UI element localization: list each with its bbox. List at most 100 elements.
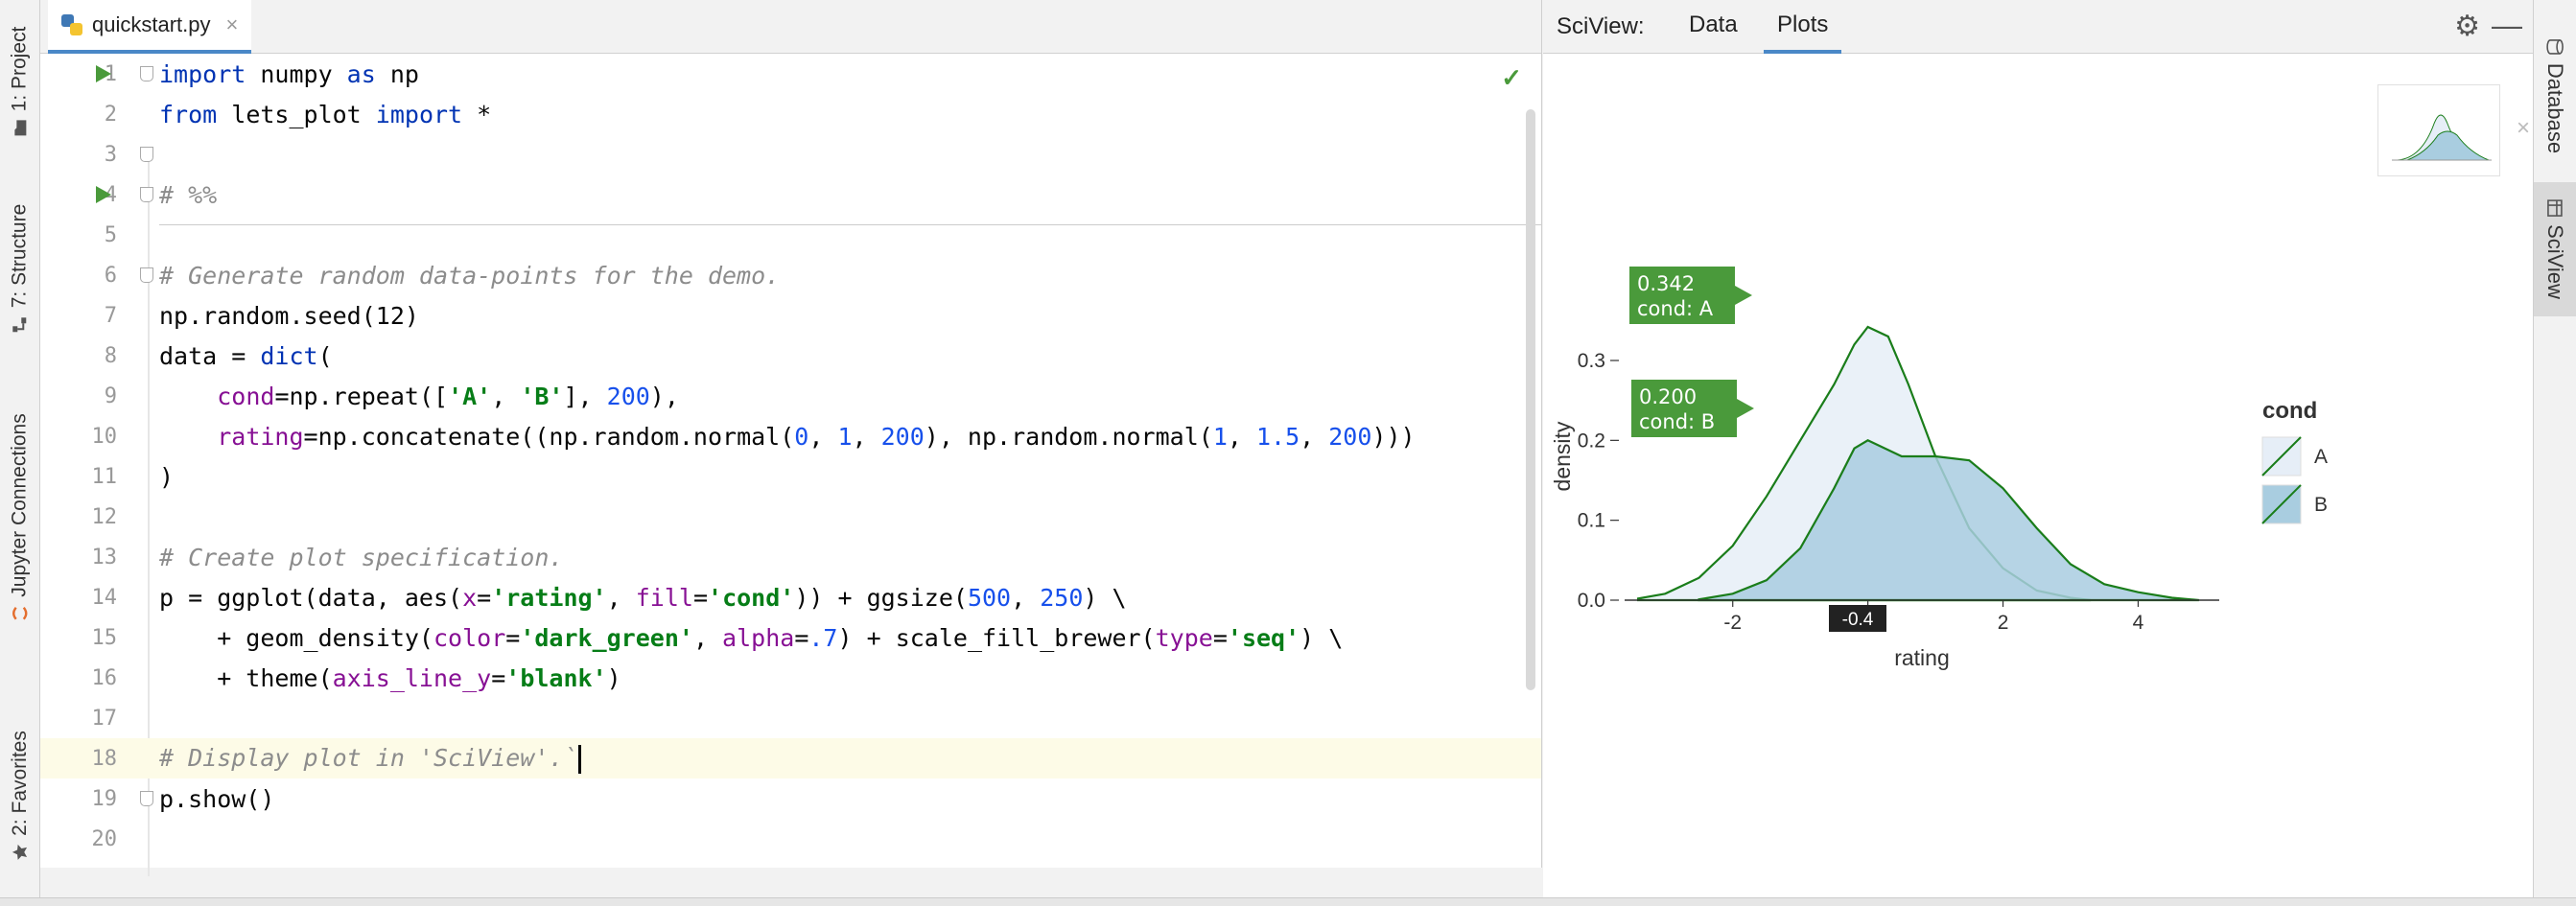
minimize-icon[interactable]: — [2492, 8, 2522, 42]
code-line[interactable]: 18 # Display plot in 'SciView'.` [40, 738, 1541, 778]
line-number: 11 [91, 464, 118, 489]
tab-plots-label: Plots [1777, 12, 1829, 37]
code-line[interactable]: 15 + geom_density(color='dark_green', al… [40, 617, 1541, 658]
x-tick-label: 4 [2133, 612, 2144, 634]
legend-key-line [2261, 436, 2302, 476]
line-number: 9 [104, 383, 117, 408]
tab-plots[interactable]: Plots [1764, 0, 1842, 54]
code-line[interactable]: 6 # Generate random data-points for the d… [40, 255, 1541, 295]
x-cursor-label-box [1829, 605, 1886, 632]
line-number: 13 [91, 545, 118, 569]
code-line[interactable]: 4 # %% [40, 174, 1541, 215]
tab-structure[interactable]: 7: Structure [0, 182, 39, 355]
tab-jupyter-label: Jupyter Connections [8, 413, 31, 597]
code-line[interactable]: 3 [40, 134, 1541, 174]
plot-thumbnail-image [2392, 114, 2492, 161]
code-line[interactable]: 17 [40, 698, 1541, 738]
sciview-icon [2547, 199, 2563, 217]
code-line[interactable]: 2 from lets_plot import * [40, 94, 1541, 134]
vertical-scrollbar[interactable] [1526, 109, 1535, 690]
y-tick-label: 0.0 [1578, 590, 1605, 612]
left-tool-strip: 1: Project 7: Structure Jupyter Connecti… [0, 0, 40, 905]
sciview-title: SciView: [1557, 13, 1645, 39]
x-axis-title: rating [1894, 645, 1950, 670]
inspection-ok-icon[interactable]: ✓ [1501, 63, 1522, 92]
code-line[interactable]: 16 + theme(axis_line_y='blank') [40, 658, 1541, 698]
code-line[interactable]: 10 rating=np.concatenate((np.random.norm… [40, 416, 1541, 456]
code-text: cond=np.repeat(['A', 'B'], 200), [217, 382, 679, 410]
fold-marker-icon[interactable] [140, 267, 153, 283]
code-editor: quickstart.py × ✓ 1 import numpy as np 2 fr… [40, 0, 1542, 876]
tab-structure-label: 7: Structure [8, 203, 31, 309]
cell-separator [159, 224, 1541, 225]
tab-favorites[interactable]: 2: Favorites [0, 709, 39, 882]
code-line[interactable]: 5 [40, 215, 1541, 255]
code-line[interactable]: 11) [40, 456, 1541, 497]
status-bar [0, 897, 2576, 906]
tab-database[interactable]: Database [2534, 19, 2576, 173]
python-file-icon [61, 14, 82, 35]
legend-key-line [2261, 484, 2302, 524]
line-number: 3 [104, 142, 117, 167]
code-line[interactable]: 12 [40, 497, 1541, 537]
tab-sciview[interactable]: SciView [2534, 182, 2576, 316]
code-line[interactable]: 9 cond=np.repeat(['A', 'B'], 200), [40, 376, 1541, 416]
code-text: + theme(axis_line_y='blank') [159, 663, 621, 692]
line-number: 12 [91, 504, 118, 529]
legend-label: A [2314, 446, 2328, 468]
run-cell-icon[interactable] [96, 186, 111, 203]
settings-gear-icon[interactable]: ⚙ [2454, 11, 2480, 42]
line-number: 14 [91, 585, 118, 610]
legend-label: B [2314, 494, 2328, 516]
code-text: import numpy as np [159, 59, 419, 88]
code-line[interactable]: 7 np.random.seed(12) [40, 295, 1541, 336]
fold-marker-icon[interactable] [140, 147, 153, 162]
line-number: 7 [104, 303, 117, 328]
tab-data[interactable]: Data [1675, 0, 1751, 50]
close-tab-icon[interactable]: × [225, 12, 239, 36]
fold-marker-icon[interactable] [140, 791, 153, 806]
y-tick-label: 0.1 [1578, 510, 1605, 532]
tab-jupyter-connections[interactable]: Jupyter Connections [0, 383, 39, 652]
code-line[interactable]: 19 p.show() [40, 778, 1541, 819]
close-thumbnail-icon[interactable]: × [2517, 115, 2531, 141]
tooltip-label: cond: A [1637, 297, 1714, 320]
plot-thumbnail[interactable] [2377, 84, 2500, 176]
right-tool-strip: Database SciView [2533, 0, 2576, 905]
line-number: 17 [91, 706, 118, 731]
line-number: 10 [91, 424, 118, 449]
code-line[interactable]: 8 data = dict( [40, 336, 1541, 376]
tooltip-value: 0.200 [1639, 385, 1697, 408]
tab-sciview-label: SciView [2543, 224, 2568, 299]
fold-marker-icon[interactable] [140, 187, 153, 202]
code-text: # %% [159, 180, 218, 209]
code-text: + geom_density(color='dark_green', alpha… [159, 623, 1344, 652]
file-tab-quickstart[interactable]: quickstart.py × [48, 0, 252, 54]
fold-marker-icon[interactable] [140, 66, 153, 81]
tab-favorites-label: 2: Favorites [8, 731, 31, 836]
code-text: np.random.seed(12) [159, 301, 419, 330]
code-text: p = ggplot(data, aes(x='rating', fill='c… [159, 583, 1127, 612]
line-number: 20 [91, 826, 118, 851]
density-area-B [1698, 439, 2199, 602]
tooltip-box [1631, 380, 1737, 437]
code-line[interactable]: 14 p = ggplot(data, aes(x='rating', fill=… [40, 577, 1541, 617]
code-text: # Create plot specification. [159, 543, 564, 571]
tab-project[interactable]: 1: Project [0, 10, 39, 153]
tooltip-pointer [1735, 286, 1752, 305]
jupyter-icon [12, 606, 28, 620]
y-tick-label: 0.2 [1578, 430, 1605, 452]
run-cell-icon[interactable] [96, 65, 111, 82]
tab-project-label: 1: Project [8, 26, 31, 112]
code-line[interactable]: 1 import numpy as np [40, 54, 1541, 94]
file-tab-label: quickstart.py [92, 12, 211, 36]
code-area[interactable]: ✓ 1 import numpy as np 2 from lets_plot imp… [40, 54, 1541, 876]
code-line[interactable]: 20 [40, 819, 1541, 859]
code-text: ) [159, 462, 175, 491]
x-tick-label: 2 [1998, 612, 2009, 634]
code-text: data = dict( [159, 341, 333, 370]
code-text: from lets_plot import * [159, 100, 492, 128]
code-line[interactable]: 13 # Create plot specification. [40, 537, 1541, 577]
gutter-guide [148, 148, 150, 876]
